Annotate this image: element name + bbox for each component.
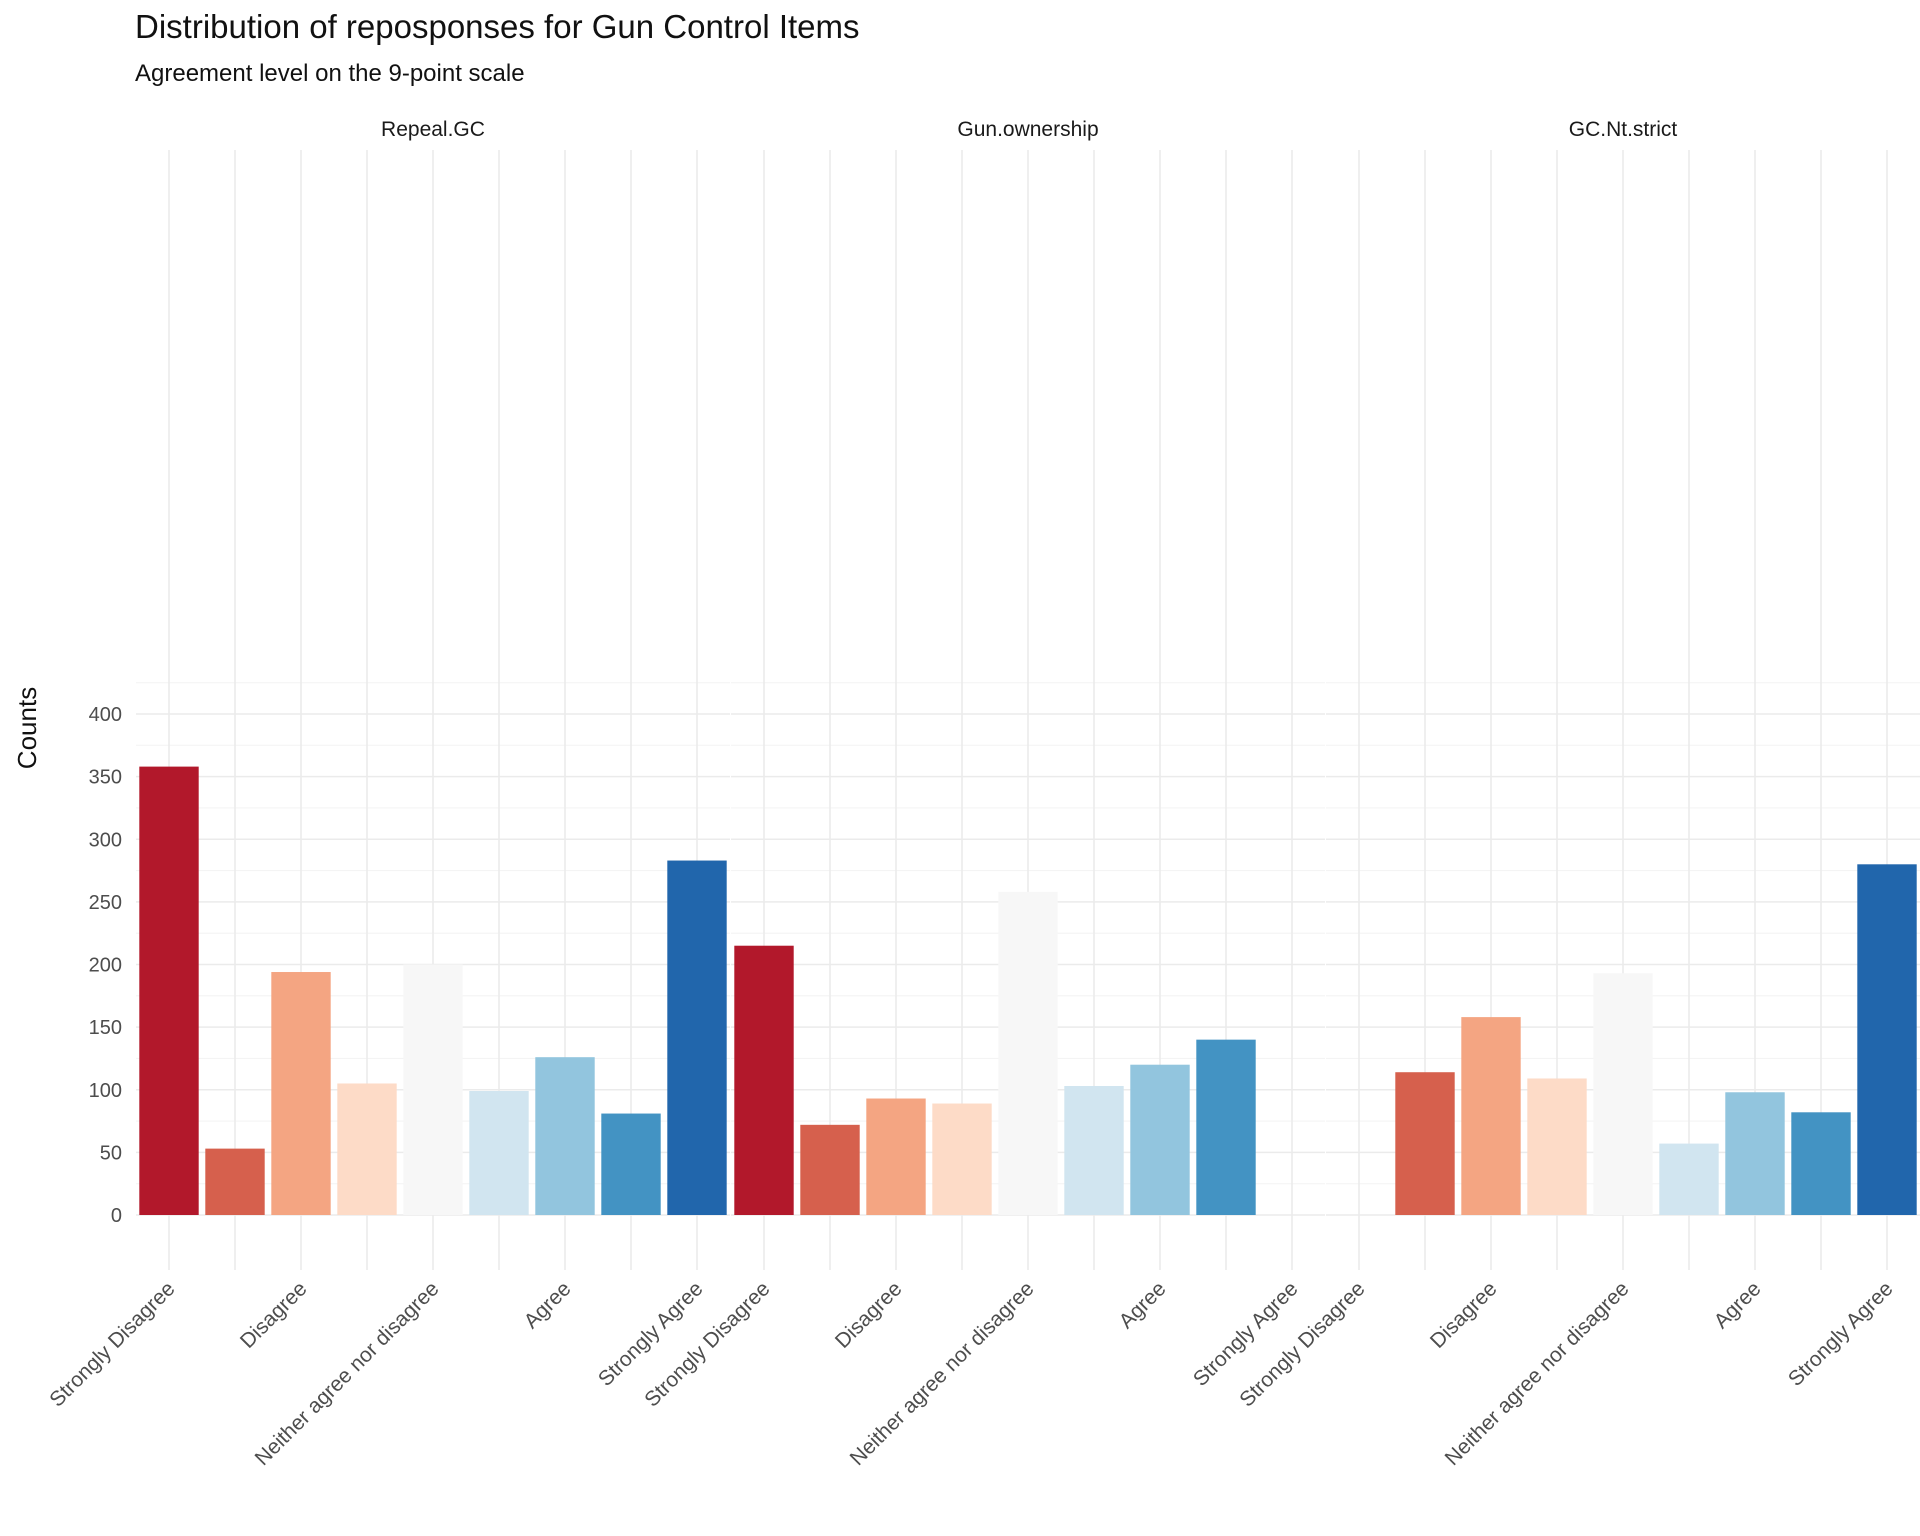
x-tick-label: Disagree xyxy=(831,1277,907,1353)
x-tick-label: Strongly Disagree xyxy=(640,1277,774,1411)
y-axis: 0 50 100 150 200 250 300 350 400 xyxy=(89,704,122,1227)
bar-Gun.ownership-level-7 xyxy=(1130,1064,1190,1215)
bar-Repeal.GC-level-8 xyxy=(601,1113,661,1215)
bar-GC.Nt.strict-level-4 xyxy=(1527,1078,1587,1215)
facet-label: Repeal.GC xyxy=(381,118,485,141)
y-tick-label: 300 xyxy=(89,829,122,851)
bar-Repeal.GC-level-5 xyxy=(403,964,463,1215)
bar-GC.Nt.strict-level-3 xyxy=(1461,1017,1521,1215)
y-tick-label: 250 xyxy=(89,892,122,914)
bar-Repeal.GC-level-1 xyxy=(139,766,199,1215)
bar-Gun.ownership-level-4 xyxy=(932,1103,992,1215)
y-tick-label: 150 xyxy=(89,1017,122,1039)
bar-Repeal.GC-level-2 xyxy=(205,1148,265,1215)
bar-Repeal.GC-level-3 xyxy=(271,972,331,1215)
bar-Repeal.GC-level-7 xyxy=(535,1057,595,1215)
y-tick-label: 350 xyxy=(89,767,122,789)
y-tick-label: 400 xyxy=(89,704,122,726)
x-tick-label: Disagree xyxy=(1426,1277,1502,1353)
bar-GC.Nt.strict-level-8 xyxy=(1791,1112,1851,1215)
bar-GC.Nt.strict-level-5 xyxy=(1593,973,1653,1215)
facet-label: GC.Nt.strict xyxy=(1569,118,1678,141)
x-tick-label: Agree xyxy=(520,1277,576,1333)
y-tick-label: 100 xyxy=(89,1080,122,1102)
y-tick-label: 200 xyxy=(89,955,122,977)
bar-Gun.ownership-level-3 xyxy=(866,1098,926,1215)
y-tick-label: 0 xyxy=(111,1205,122,1227)
bar-layer xyxy=(139,766,1917,1215)
bar-GC.Nt.strict-level-2 xyxy=(1395,1072,1455,1215)
x-tick-label: Strongly Disagree xyxy=(45,1277,179,1411)
bar-GC.Nt.strict-level-7 xyxy=(1725,1092,1785,1215)
x-tick-label: Strongly Disagree xyxy=(1235,1277,1369,1411)
y-axis-title: Counts xyxy=(12,687,42,769)
bar-GC.Nt.strict-level-9 xyxy=(1857,864,1917,1215)
x-tick-label: Disagree xyxy=(236,1277,312,1353)
bar-Gun.ownership-level-8 xyxy=(1196,1039,1256,1215)
bar-Gun.ownership-level-2 xyxy=(800,1124,860,1215)
x-tick-label: Strongly Agree xyxy=(1784,1277,1898,1391)
bar-Gun.ownership-level-1 xyxy=(734,945,794,1215)
x-tick-label: Agree xyxy=(1115,1277,1171,1333)
bar-Gun.ownership-level-5 xyxy=(998,891,1058,1215)
bar-Repeal.GC-level-6 xyxy=(469,1091,529,1215)
bar-Gun.ownership-level-6 xyxy=(1064,1085,1124,1215)
x-tick-label: Agree xyxy=(1710,1277,1766,1333)
bar-Repeal.GC-level-4 xyxy=(337,1083,397,1215)
bar-GC.Nt.strict-level-6 xyxy=(1659,1143,1719,1215)
facet-label: Gun.ownership xyxy=(957,118,1098,141)
bar-Repeal.GC-level-9 xyxy=(667,860,727,1215)
chart-title: Distribution of reposponses for Gun Cont… xyxy=(135,8,860,45)
y-tick-label: 50 xyxy=(100,1142,122,1164)
chart-subtitle: Agreement level on the 9-point scale xyxy=(135,60,525,87)
